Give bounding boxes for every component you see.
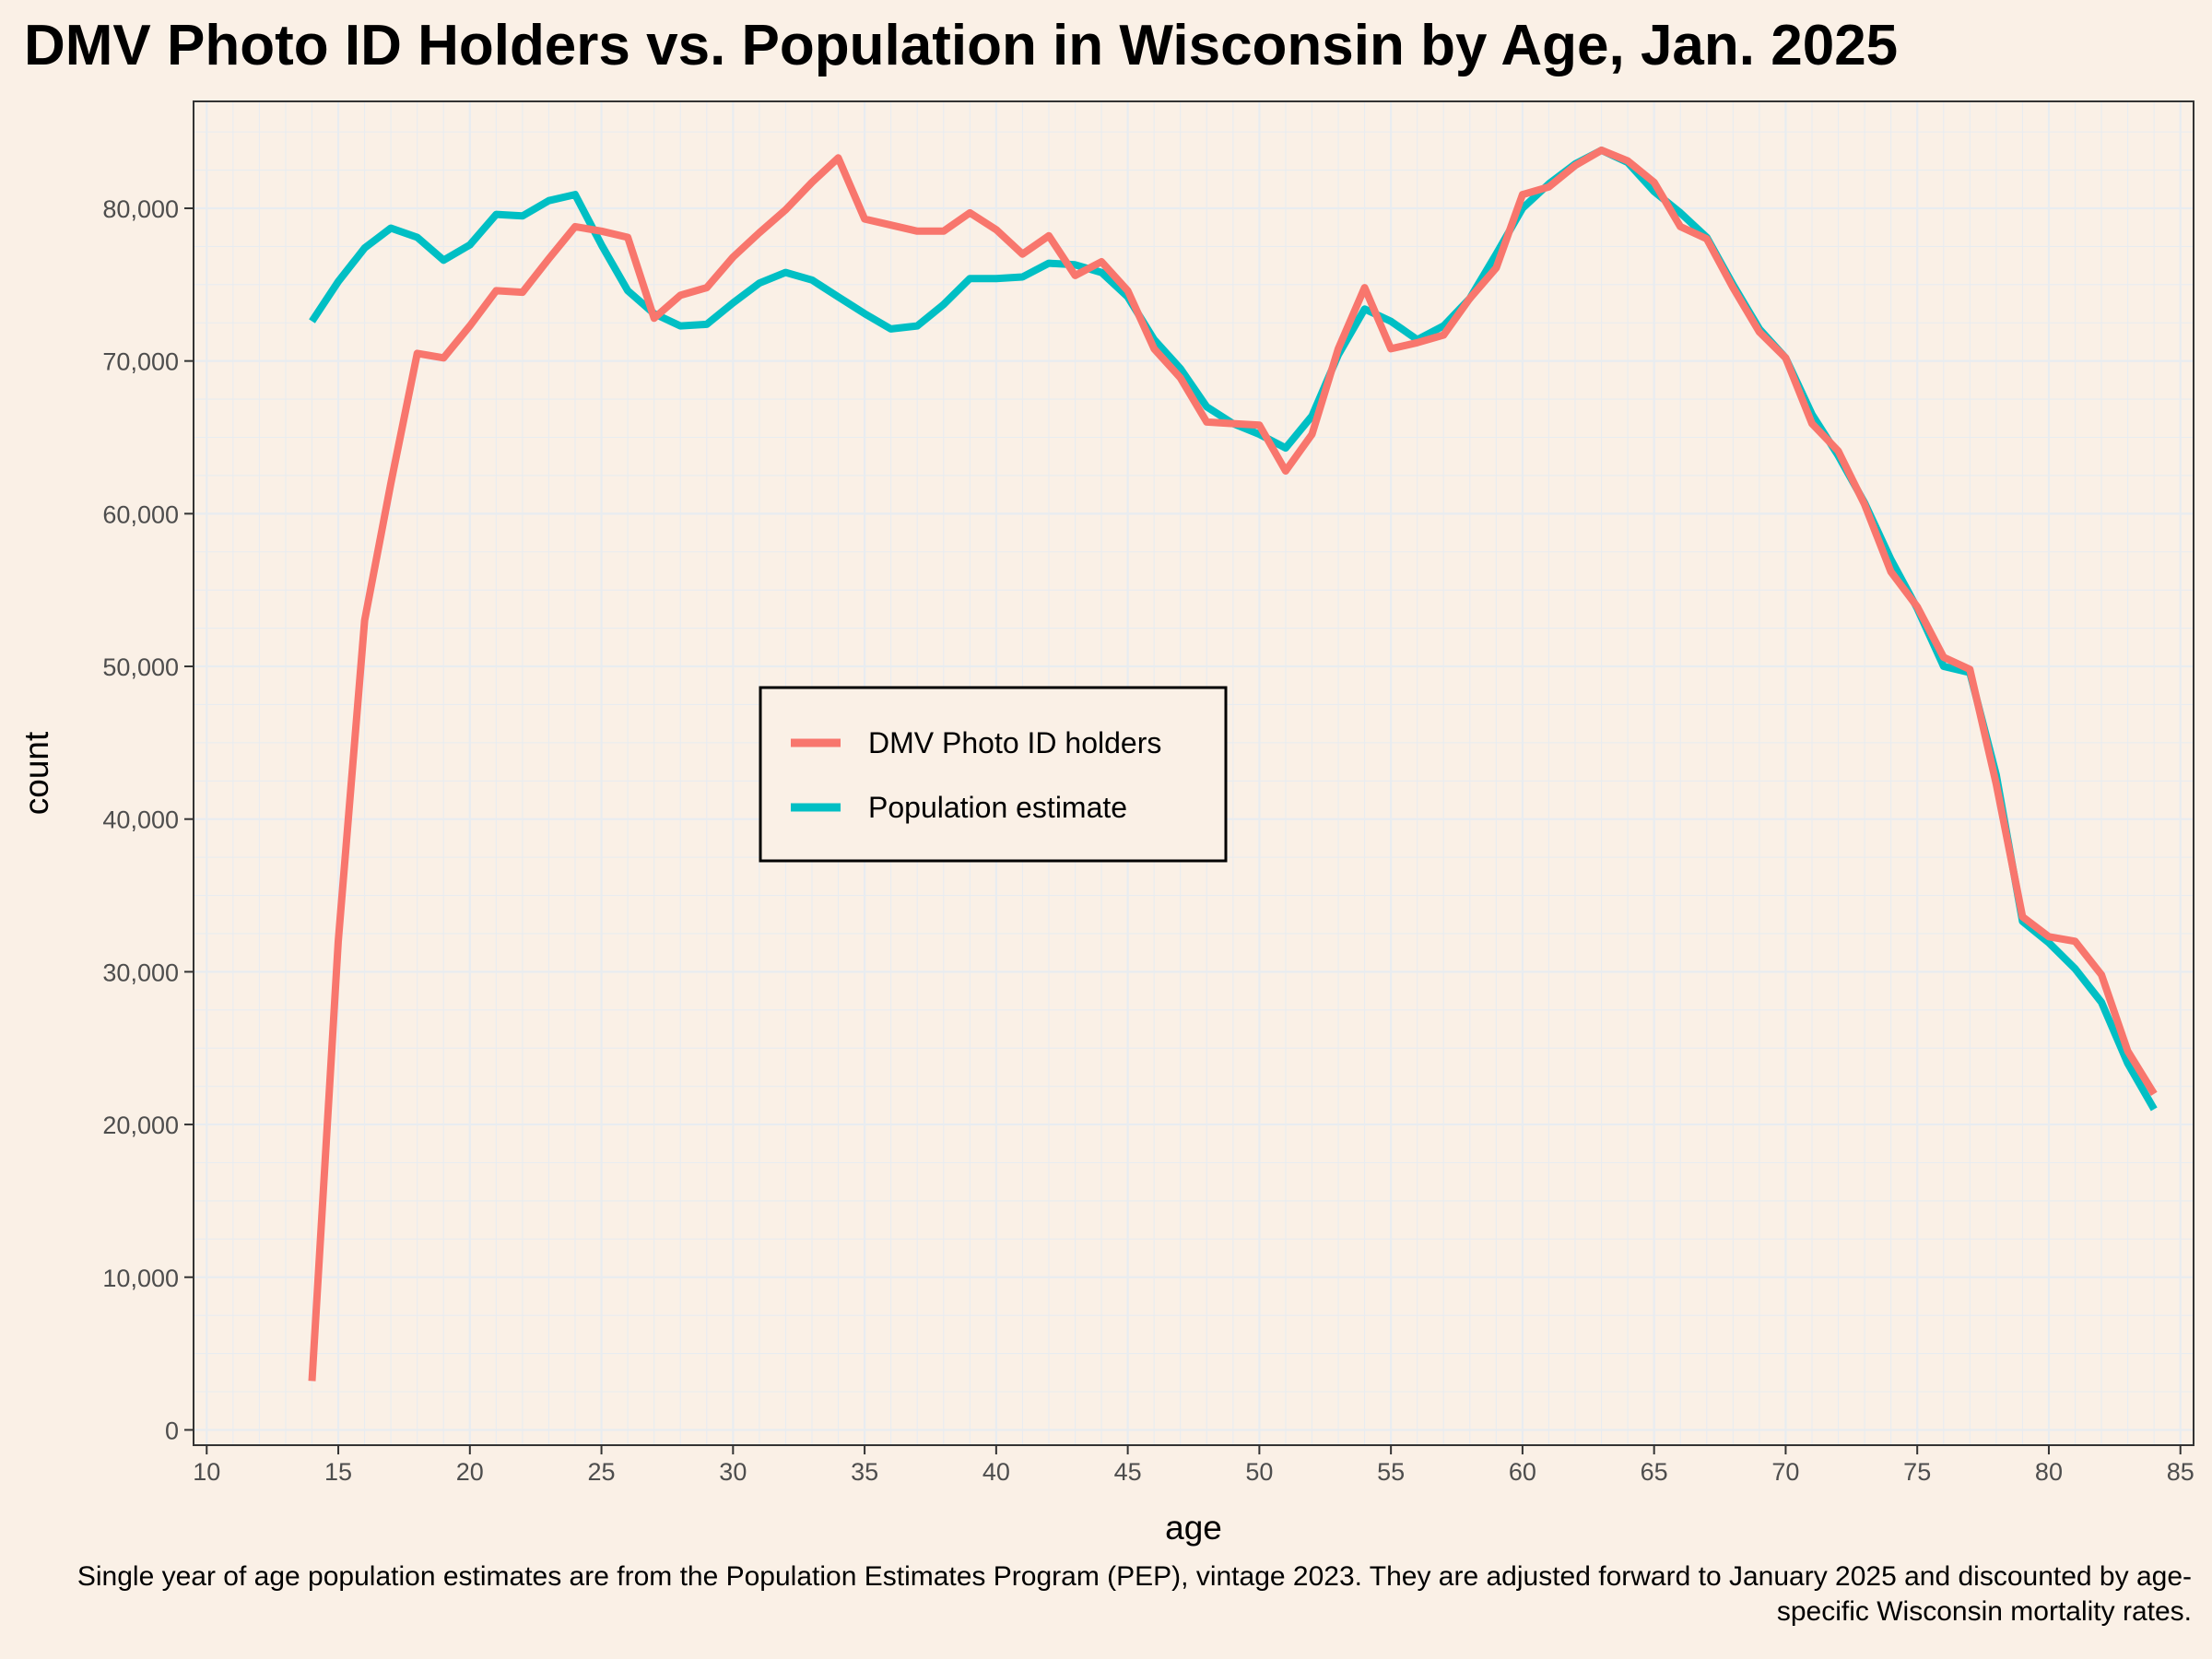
x-tick-label: 85 — [2167, 1458, 2194, 1486]
caption: Single year of age population estimates … — [76, 1561, 2192, 1627]
x-tick-label: 55 — [1377, 1458, 1405, 1486]
legend: DMV Photo ID holders Population estimate — [759, 686, 1228, 863]
x-tick-label: 15 — [324, 1458, 352, 1486]
x-tick-label: 25 — [588, 1458, 616, 1486]
y-tick-label: 70,000 — [102, 348, 179, 376]
legend-box — [759, 686, 1228, 863]
x-tick-label: 80 — [2035, 1458, 2063, 1486]
x-axis-title: age — [1165, 1509, 1222, 1547]
x-tick-label: 60 — [1509, 1458, 1536, 1486]
x-tick-label: 10 — [193, 1458, 220, 1486]
x-axis: 10 15 20 25 30 35 40 45 50 55 60 65 70 75 80 85 — [193, 1445, 2194, 1486]
y-tick-label: 40,000 — [102, 806, 179, 834]
y-tick-label: 60,000 — [102, 500, 179, 528]
legend-label-dmv: DMV Photo ID holders — [868, 726, 1161, 759]
y-axis: 0 10,000 20,000 30,000 40,000 50,000 60,000 70,… — [102, 195, 194, 1444]
plot-border — [193, 100, 2194, 1446]
x-tick-label: 65 — [1641, 1458, 1668, 1486]
x-tick-label: 50 — [1245, 1458, 1273, 1486]
series-lines — [308, 147, 2158, 1382]
x-tick-label: 40 — [982, 1458, 1010, 1486]
x-tick-label: 35 — [851, 1458, 878, 1486]
y-tick-label: 10,000 — [102, 1265, 179, 1292]
y-tick-label: 0 — [165, 1417, 179, 1444]
x-tick-label: 45 — [1114, 1458, 1142, 1486]
chart-title: DMV Photo ID Holders vs. Population in W… — [24, 14, 1899, 77]
dmv-photo-id-holders-line — [308, 147, 2158, 1382]
legend-label-population: Population estimate — [868, 791, 1127, 824]
major-gridlines — [194, 101, 2194, 1445]
y-tick-label: 30,000 — [102, 959, 179, 986]
x-tick-label: 70 — [1771, 1458, 1799, 1486]
y-tick-label: 50,000 — [102, 653, 179, 681]
x-tick-label: 30 — [719, 1458, 747, 1486]
y-tick-label: 20,000 — [102, 1112, 179, 1139]
x-tick-label: 20 — [456, 1458, 484, 1486]
x-tick-label: 75 — [1903, 1458, 1931, 1486]
y-tick-label: 80,000 — [102, 195, 179, 223]
y-axis-title: count — [18, 731, 55, 815]
